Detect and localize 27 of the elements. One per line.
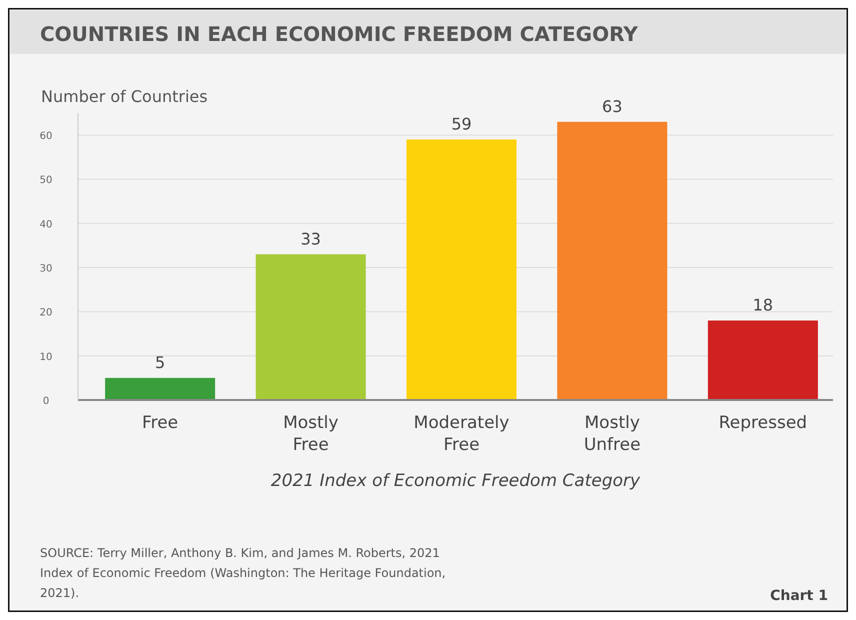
y-tick-label: 30 [40, 264, 52, 275]
x-tick-label: Mostly Free [283, 413, 338, 455]
bar [105, 378, 216, 400]
x-axis-title: 2021 Index of Economic Freedom Category [270, 471, 642, 491]
bar [256, 254, 366, 400]
y-tick-label: 20 [40, 308, 52, 319]
y-tick-label: 50 [40, 175, 52, 186]
data-label: 63 [602, 96, 622, 116]
bar [406, 139, 517, 400]
source-note: SOURCE: Terry Miller, Anthony B. Kim, and James M. Roberts, 2021 Index of Economic Freedom (Washington: The Heritage Foundation, 2021). [40, 546, 446, 600]
data-label: 59 [451, 114, 472, 134]
bar [557, 122, 668, 400]
x-tick-label: Mostly Unfree [584, 413, 641, 455]
y-tick-label: 60 [40, 131, 52, 142]
x-tick-label: Free [142, 413, 178, 433]
data-label: 33 [300, 229, 321, 248]
y-tick-label: 0 [42, 396, 50, 407]
caption: Chart 1 [770, 588, 828, 604]
y-tick-label: 10 [40, 352, 52, 363]
bar [708, 320, 818, 400]
x-tick-label: Repressed [718, 413, 808, 433]
data-label: 5 [154, 352, 166, 372]
chart-title: COUNTRIES IN EACH ECONOMIC FREEDOM CATEGORY [40, 22, 638, 46]
x-tick-label: Moderately Free [414, 413, 510, 455]
y-tick-label: 40 [40, 219, 52, 230]
y-axis-title: Number of Countries [41, 87, 208, 106]
data-label: 18 [752, 296, 774, 315]
